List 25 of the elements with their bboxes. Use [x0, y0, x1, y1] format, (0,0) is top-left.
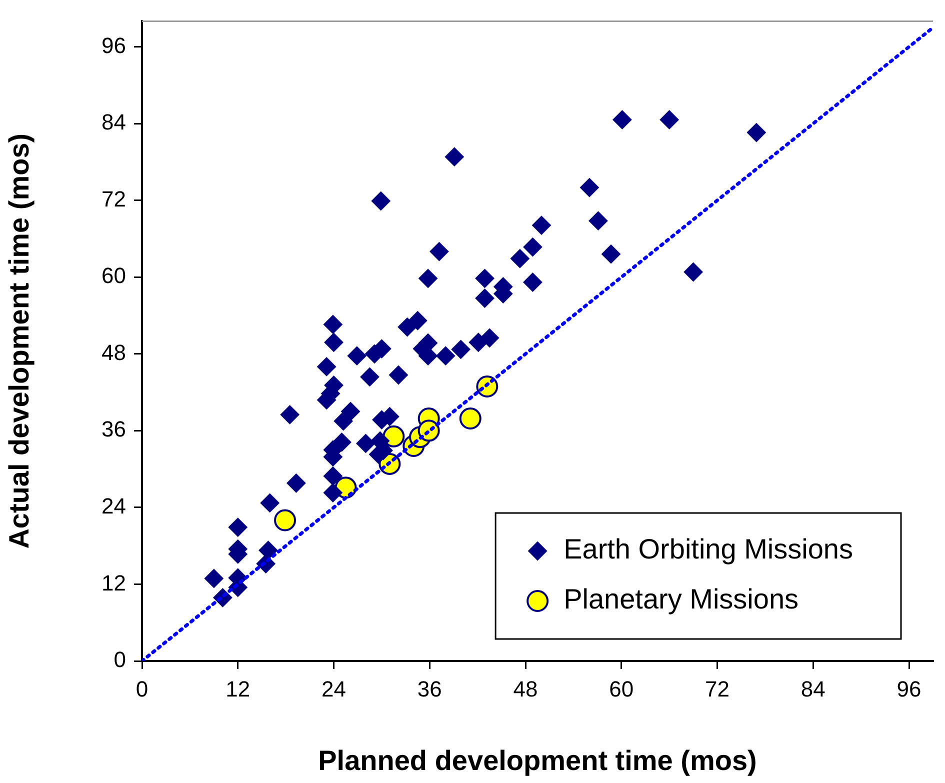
legend-label: Planetary Missions [564, 584, 799, 615]
x-tick-label: 12 [226, 676, 250, 702]
x-tick-label: 84 [800, 676, 826, 702]
x-tick-label: 96 [896, 676, 922, 702]
legend-label: Earth Orbiting Missions [564, 534, 854, 565]
x-tick-label: 0 [136, 676, 148, 702]
point [382, 425, 405, 448]
point [274, 509, 296, 532]
y-axis-title: Actual development time (mos) [4, 133, 35, 549]
x-tick-label: 60 [609, 676, 634, 702]
y-tick-label: 84 [102, 110, 126, 135]
x-axis-title: Planned development time (mos) [318, 744, 757, 776]
y-tick-label: 72 [102, 186, 126, 212]
y-tick-label: 24 [102, 494, 126, 519]
y-tick-label: 12 [102, 570, 126, 596]
point [459, 408, 482, 430]
y-tick-label: 96 [102, 32, 126, 58]
y-tick-label: 36 [102, 416, 126, 442]
y-tick-label: 0 [114, 647, 126, 672]
y-tick-label: 48 [102, 340, 126, 365]
y-tick-label: 60 [102, 263, 126, 288]
x-tick-label: 48 [513, 676, 538, 702]
x-tick-label: 36 [417, 676, 442, 702]
x-tick-label: 24 [322, 676, 346, 702]
x-tick-label: 72 [705, 676, 730, 702]
